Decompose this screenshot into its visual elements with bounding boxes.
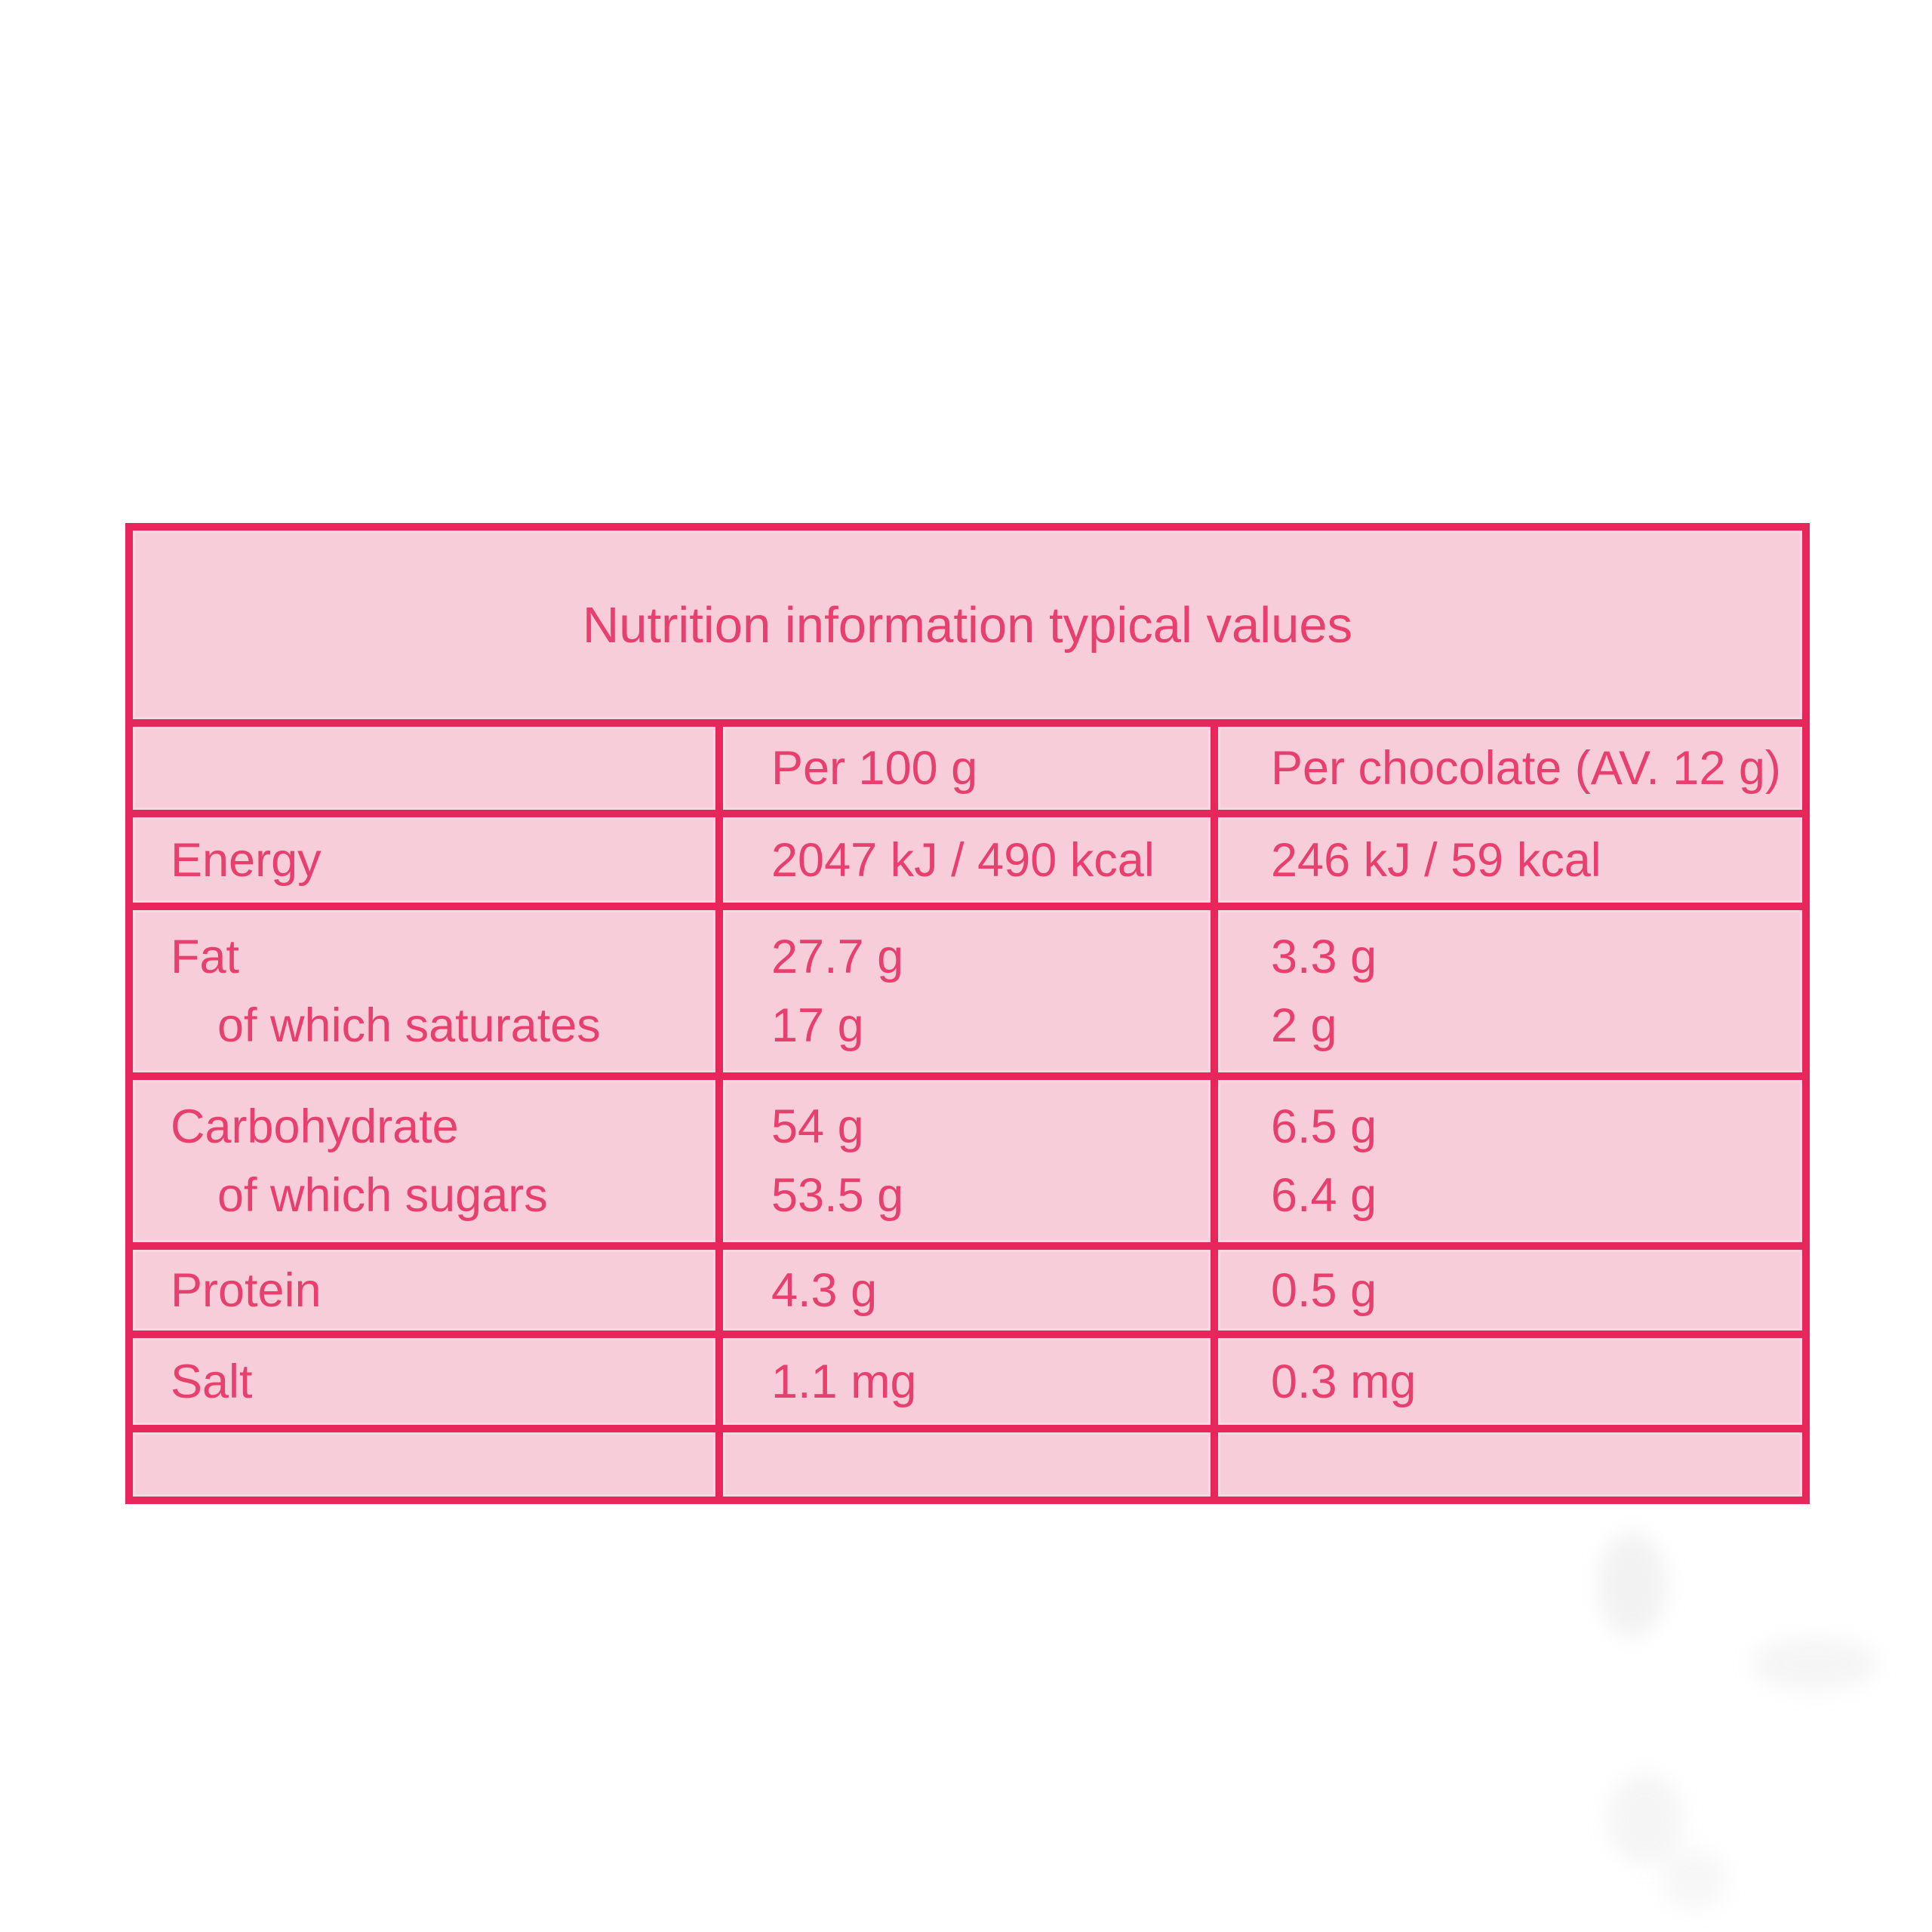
protein-label-cell: Protein bbox=[133, 1250, 715, 1331]
sugars-per-chocolate-value: 6.4 g bbox=[1271, 1169, 1377, 1223]
stain-mark bbox=[1751, 1638, 1879, 1690]
fat-per-chocolate-cell: 3.3 g 2 g bbox=[1218, 910, 1802, 1072]
saturates-per-100g-value: 17 g bbox=[771, 999, 864, 1053]
column-header-per-100g: Per 100 g bbox=[771, 742, 978, 795]
salt-per-100g-value: 1.1 mg bbox=[771, 1355, 917, 1408]
stain-mark bbox=[1660, 1849, 1728, 1909]
protein-per-100g-cell: 4.3 g bbox=[723, 1250, 1211, 1331]
energy-per-100g-cell: 2047 kJ / 490 kcal bbox=[723, 817, 1211, 903]
carbohydrate-per-100g-cell: 54 g 53.5 g bbox=[723, 1080, 1211, 1242]
salt-per-chocolate-cell: 0.3 mg bbox=[1218, 1338, 1802, 1425]
carbohydrate-per-chocolate-cell: 6.5 g 6.4 g bbox=[1218, 1080, 1802, 1242]
energy-per-chocolate-cell: 246 kJ / 59 kcal bbox=[1218, 817, 1802, 903]
fat-label-cell: Fat of which saturates bbox=[133, 910, 715, 1072]
salt-per-100g-cell: 1.1 mg bbox=[723, 1338, 1211, 1425]
energy-per-100g-value: 2047 kJ / 490 kcal bbox=[771, 833, 1155, 887]
energy-label: Energy bbox=[171, 833, 321, 887]
carbohydrate-per-100g-value: 54 g bbox=[771, 1100, 864, 1153]
saturates-label: of which saturates bbox=[217, 999, 601, 1053]
table-title-cell: Nutrition information typical values bbox=[133, 531, 1802, 719]
carbohydrate-label-cell: Carbohydrate of which sugars bbox=[133, 1080, 715, 1242]
protein-label: Protein bbox=[171, 1263, 321, 1317]
sugars-per-100g-value: 53.5 g bbox=[771, 1169, 904, 1223]
protein-per-100g-value: 4.3 g bbox=[771, 1263, 878, 1317]
stain-mark bbox=[1598, 1532, 1666, 1638]
fat-per-100g-value: 27.7 g bbox=[771, 930, 904, 983]
protein-per-chocolate-value: 0.5 g bbox=[1271, 1263, 1377, 1317]
salt-per-chocolate-value: 0.3 mg bbox=[1271, 1355, 1417, 1408]
energy-label-cell: Energy bbox=[133, 817, 715, 903]
salt-label-cell: Salt bbox=[133, 1338, 715, 1425]
header-empty-cell bbox=[133, 727, 715, 810]
carbohydrate-per-chocolate-value: 6.5 g bbox=[1271, 1100, 1377, 1153]
footer-empty-label-cell bbox=[133, 1432, 715, 1497]
fat-per-100g-cell: 27.7 g 17 g bbox=[723, 910, 1211, 1072]
carbohydrate-label: Carbohydrate bbox=[171, 1100, 459, 1153]
table-title: Nutrition information typical values bbox=[582, 596, 1353, 654]
fat-per-chocolate-value: 3.3 g bbox=[1271, 930, 1377, 983]
header-per-chocolate-cell: Per chocolate (AV. 12 g) bbox=[1218, 727, 1802, 810]
energy-per-chocolate-value: 246 kJ / 59 kcal bbox=[1271, 833, 1601, 887]
footer-empty-per-chocolate-cell bbox=[1218, 1432, 1802, 1497]
nutrition-table: Nutrition information typical values Per… bbox=[125, 523, 1810, 1504]
stain-mark bbox=[1607, 1774, 1683, 1864]
protein-per-chocolate-cell: 0.5 g bbox=[1218, 1250, 1802, 1331]
header-per-100g-cell: Per 100 g bbox=[723, 727, 1211, 810]
footer-empty-per-100g-cell bbox=[723, 1432, 1211, 1497]
column-header-per-chocolate: Per chocolate (AV. 12 g) bbox=[1271, 742, 1781, 795]
sugars-label: of which sugars bbox=[217, 1169, 548, 1223]
salt-label: Salt bbox=[171, 1355, 253, 1408]
saturates-per-chocolate-value: 2 g bbox=[1271, 999, 1337, 1053]
fat-label: Fat bbox=[171, 930, 240, 983]
